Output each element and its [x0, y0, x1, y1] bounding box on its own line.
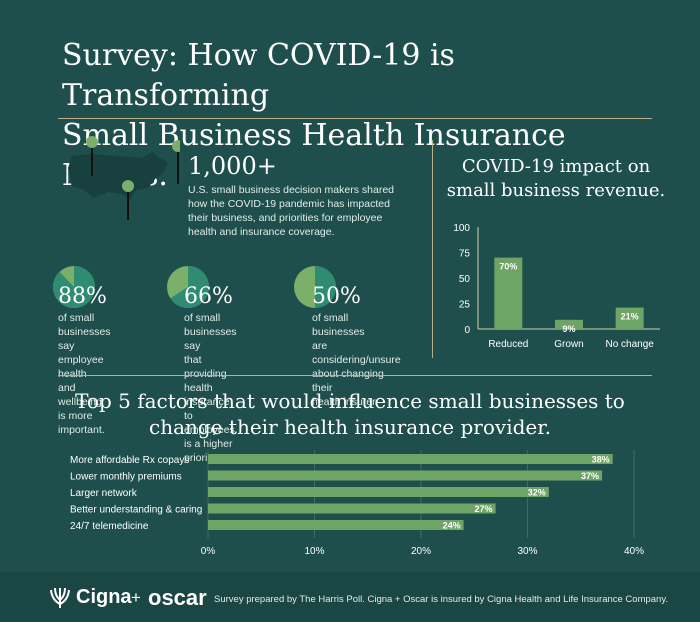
- revenue-chart-title: COVID-19 impact on small business revenu…: [440, 155, 672, 203]
- stat-line: are considering/unsure: [312, 340, 401, 366]
- us-map-icon: [68, 136, 180, 220]
- stat-line: insurance to employees: [184, 396, 235, 436]
- pie-slice: [315, 266, 336, 308]
- cigna-logo: Cigna: [76, 586, 132, 608]
- factors-chart: 0% 10% 20% 30% 40% More affordable Rx copays 3…: [70, 450, 644, 557]
- brand-plus: +: [131, 588, 141, 607]
- x-tick-label: 40%: [624, 546, 644, 557]
- factor-bar: [208, 520, 464, 530]
- survey-count: 1,000+: [188, 152, 277, 180]
- pie-icon: [53, 266, 95, 308]
- x-tick-label: 0%: [201, 546, 216, 557]
- bar-data-label: 9%: [562, 324, 575, 334]
- x-tick-label: 30%: [517, 546, 537, 557]
- category-label: 24/7 telemedicine: [70, 521, 149, 532]
- category-label: Larger network: [70, 488, 138, 499]
- factor-bar: [208, 487, 549, 497]
- cigna-tree-icon: [50, 587, 70, 608]
- factors-chart-title: Top 5 factors that would influence small…: [40, 388, 660, 440]
- stat-line: health insurer.: [312, 396, 378, 408]
- stat-line: that providing health: [184, 354, 227, 394]
- x-tick-label: 20%: [411, 546, 431, 557]
- stat-line: say employee health: [58, 340, 104, 380]
- pie-slice: [53, 266, 95, 308]
- stat-line: and wellbeing is more: [58, 382, 102, 422]
- category-label: More affordable Rx copays: [70, 455, 189, 466]
- factors-title-line-1: Top 5 factors that would influence small…: [75, 389, 625, 413]
- x-tick-label: Reduced: [488, 339, 528, 350]
- revenue-bar: [615, 307, 644, 329]
- pie-icon: [167, 266, 209, 308]
- revenue-title-line-1: COVID-19 impact on: [461, 156, 651, 177]
- stat-line: important.: [58, 424, 105, 436]
- stat-value: 66%: [184, 284, 233, 309]
- y-tick-label: 75: [459, 249, 471, 260]
- factor-bar: [208, 470, 603, 481]
- factor-bar: [208, 454, 613, 464]
- y-tick-label: 25: [459, 300, 471, 311]
- stat-line: about changing their: [312, 368, 384, 394]
- pie-icon: [294, 266, 336, 308]
- bar-data-label: 38%: [592, 455, 610, 465]
- revenue-bar: [555, 319, 583, 329]
- factors-title-line-2: change their health insurance provider.: [149, 415, 551, 439]
- bar-data-label: 32%: [528, 488, 546, 498]
- divider-middle: [58, 375, 652, 376]
- stat-value: 50%: [312, 284, 361, 309]
- bar-data-label: 24%: [443, 521, 461, 531]
- x-tick-label: 10%: [304, 546, 324, 557]
- x-tick-label: Grown: [554, 339, 583, 350]
- category-label: Lower monthly premiums: [70, 472, 182, 483]
- footer: [0, 572, 700, 622]
- factor-bar: [208, 503, 496, 514]
- bar-data-label: 21%: [621, 312, 639, 322]
- bar-data-label: 37%: [581, 471, 599, 481]
- bar-data-label: 27%: [475, 504, 493, 514]
- revenue-bar: [494, 257, 523, 329]
- oscar-logo: oscar: [148, 585, 207, 610]
- stat-line: of small businesses: [58, 312, 111, 338]
- x-tick-label: No change: [605, 339, 654, 350]
- category-label: Better understanding & caring: [70, 505, 202, 516]
- bar-data-label: 70%: [499, 262, 517, 272]
- stat-text: of small businesses are considering/unsu…: [312, 311, 401, 409]
- survey-description: U.S. small business decision makers shar…: [188, 184, 395, 238]
- divider-top: [58, 118, 652, 119]
- y-tick-label: 50: [459, 274, 471, 285]
- stat-line: of small businesses: [312, 312, 365, 338]
- y-tick-label: 100: [453, 223, 470, 234]
- stat-text: of small businesses say employee health …: [58, 311, 111, 437]
- divider-vertical: [432, 140, 433, 358]
- revenue-title-line-2: small business revenue.: [446, 180, 666, 201]
- footer-note: Survey prepared by The Harris Poll. Cign…: [214, 594, 669, 605]
- stat-value: 88%: [58, 284, 107, 309]
- revenue-chart: 0 25 50 75 100 70% Reduced 9% Grown 21% No change: [453, 223, 660, 350]
- stat-line: of small businesses say: [184, 312, 237, 352]
- stat-text: of small businesses say that providing h…: [184, 311, 237, 465]
- title-line-1: Survey: How COVID-19 is Transforming: [62, 38, 455, 113]
- y-tick-label: 0: [464, 325, 470, 336]
- pie-slice: [170, 266, 209, 308]
